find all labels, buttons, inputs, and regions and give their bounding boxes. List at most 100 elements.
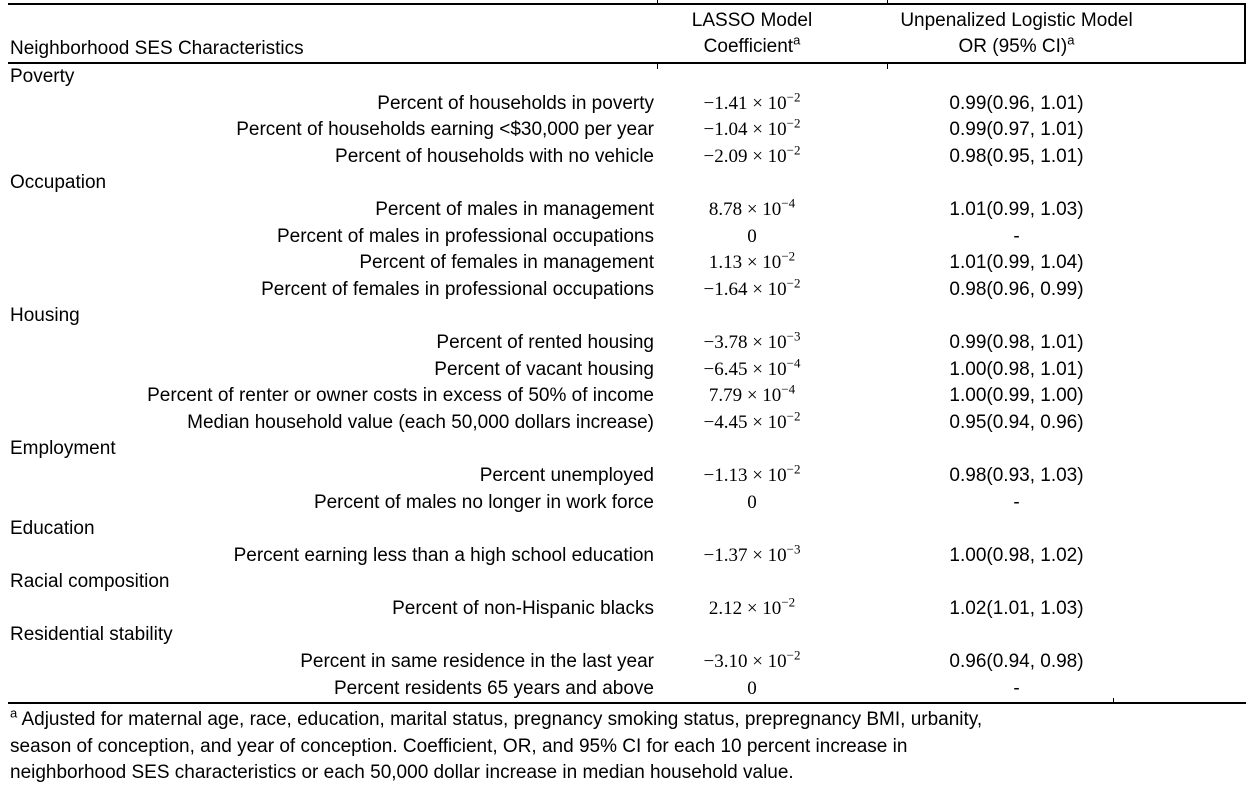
table-footnote: a Adjusted for maternal age, race, educa… (8, 704, 1246, 786)
coefficient-cell: 1.13 × 10−2 (657, 250, 887, 277)
or-cell: 0.98(0.93, 1.03) (949, 464, 1084, 486)
coefficient-exponent: −2 (786, 89, 801, 105)
row-label: Percent in same residence in the last ye… (300, 651, 654, 673)
row-label: Percent unemployed (479, 464, 654, 486)
table-row: Percent earning less than a high school … (8, 541, 1246, 570)
table-row: Percent in same residence in the last ye… (8, 649, 1246, 676)
table-row: Percent of households earning <$30,000 p… (8, 117, 1246, 144)
footnote-line: season of conception, and year of concep… (10, 735, 908, 757)
or-cell: 1.00(0.99, 1.00) (949, 385, 1084, 407)
row-label: Percent earning less than a high school … (233, 544, 654, 566)
table-row: Percent of males in professional occupat… (8, 224, 1246, 251)
column-boundary-tick (657, 0, 658, 3)
header-separator (8, 62, 1246, 69)
row-label: Percent of households with no vehicle (335, 145, 654, 167)
table-header: Neighborhood SES Characteristics LASSO M… (8, 3, 1246, 64)
section-label: Poverty (10, 66, 75, 87)
coefficient-value: −1.64 × 10 (703, 278, 787, 300)
header-characteristics: Neighborhood SES Characteristics (8, 5, 657, 62)
coefficient-exponent: −2 (786, 142, 801, 158)
header-logistic-line1: Unpenalized Logistic Model (900, 9, 1133, 31)
ses-lasso-table: Neighborhood SES Characteristics LASSO M… (8, 0, 1246, 786)
coefficient-exponent: −2 (786, 408, 801, 424)
column-boundary-tick (887, 0, 888, 3)
coefficient-exponent: −2 (786, 647, 801, 663)
coefficient-exponent: −2 (786, 115, 801, 131)
row-label: Percent of households earning <$30,000 p… (236, 119, 654, 141)
coefficient-cell: 0 (657, 490, 887, 517)
row-label: Median household value (each 50,000 doll… (187, 411, 654, 433)
table-row: Percent of females in management 1.13 × 1… (8, 250, 1246, 277)
row-label: Percent of males no longer in work force (313, 491, 654, 513)
column-boundary-tick (887, 64, 888, 69)
coefficient-exponent: −2 (781, 594, 796, 610)
coefficient-value: −3.78 × 10 (703, 331, 787, 353)
coefficient-value: −3.10 × 10 (703, 651, 787, 673)
coefficient-value: 0 (747, 225, 757, 247)
table-row: Percent unemployed −1.13 × 10−2 0.98(0.93,… (8, 463, 1246, 490)
coefficient-cell: −4.45 × 10−2 (657, 408, 887, 437)
section-label: Occupation (10, 172, 107, 194)
header-logistic-line2: OR (95% CI)a (958, 32, 1075, 57)
coefficient-cell: −1.41 × 10−2 (657, 89, 887, 118)
or-cell: 0.99(0.98, 1.01) (949, 331, 1084, 353)
or-cell: 1.01(0.99, 1.03) (949, 198, 1084, 220)
coefficient-cell: 0 (657, 224, 887, 251)
row-label: Percent of rented housing (436, 331, 654, 353)
table-row: Percent of males in management 8.78 × 10−… (8, 197, 1246, 224)
section-row: Employment (8, 436, 1246, 463)
coefficient-exponent: −3 (786, 541, 801, 557)
coefficient-exponent: −4 (786, 355, 801, 371)
table-row: Percent of non-Hispanic blacks 2.12 × 10−… (8, 596, 1246, 623)
row-label: Percent of vacant housing (434, 358, 654, 380)
or-cell: 1.02(1.01, 1.03) (949, 597, 1084, 619)
coefficient-value: −6.45 × 10 (703, 358, 787, 380)
section-label: Education (10, 518, 95, 540)
coefficient-cell: −2.09 × 10−2 (657, 142, 887, 171)
coefficient-cell: −1.13 × 10−2 (657, 463, 887, 490)
section-label: Residential stability (10, 624, 173, 646)
or-cell: 0.98(0.96, 0.99) (949, 278, 1084, 300)
footnote-marker: a (1067, 32, 1075, 48)
or-cell: 1.01(0.99, 1.04) (949, 252, 1084, 274)
row-label: Percent of males in management (375, 198, 654, 220)
table-row: Percent of households in poverty −1.41 × … (8, 89, 1246, 118)
section-row: Poverty (8, 64, 1246, 91)
or-cell: - (1013, 677, 1020, 699)
or-cell: 1.00(0.98, 1.01) (949, 358, 1084, 380)
coefficient-exponent: −4 (781, 195, 796, 211)
coefficient-value: −1.41 × 10 (703, 92, 787, 114)
or-cell: - (1013, 225, 1020, 247)
coefficient-exponent: −4 (781, 381, 796, 397)
coefficient-value: 8.78 × 10 (708, 198, 782, 220)
section-label: Employment (10, 438, 116, 460)
row-label: Percent of non-Hispanic blacks (392, 597, 654, 619)
table-row: Percent of households with no vehicle −2.… (8, 142, 1246, 171)
footnote-line: a Adjusted for maternal age, race, educa… (10, 705, 983, 731)
or-cell: - (1013, 491, 1020, 513)
row-label: Percent of females in management (359, 252, 654, 274)
row-label: Percent of renter or owner costs in exce… (147, 385, 654, 407)
coefficient-value: 0 (747, 491, 757, 513)
or-cell: 0.95(0.94, 0.96) (949, 411, 1084, 433)
cell-boundary-tick (1113, 698, 1114, 703)
or-cell: 0.99(0.96, 1.01) (949, 92, 1084, 114)
coefficient-cell: −1.64 × 10−2 (657, 276, 887, 304)
or-cell: 0.98(0.95, 1.01) (949, 145, 1084, 167)
coefficient-cell: −1.37 × 10−3 (657, 541, 887, 570)
coefficient-cell: 7.79 × 10−4 (657, 383, 887, 410)
header-lasso-coefficient: LASSO Model Coefficienta (657, 5, 887, 62)
section-row: Education (8, 516, 1246, 543)
coefficient-value: 2.12 × 10 (708, 597, 782, 619)
coefficient-exponent: −2 (781, 248, 796, 264)
coefficient-cell: −6.45 × 10−4 (657, 355, 887, 384)
coefficient-value: −1.37 × 10 (703, 544, 787, 566)
header-logistic-or: Unpenalized Logistic Model OR (95% CI)a (887, 5, 1246, 62)
table-row: Percent of rented housing −3.78 × 10−3 0.9… (8, 330, 1246, 357)
coefficient-value: −1.13 × 10 (703, 464, 787, 486)
table-top-border (8, 0, 1246, 5)
row-label: Percent of households in poverty (377, 92, 654, 114)
column-boundary-tick (657, 64, 658, 69)
header-lasso-line2: Coefficienta (703, 32, 801, 57)
